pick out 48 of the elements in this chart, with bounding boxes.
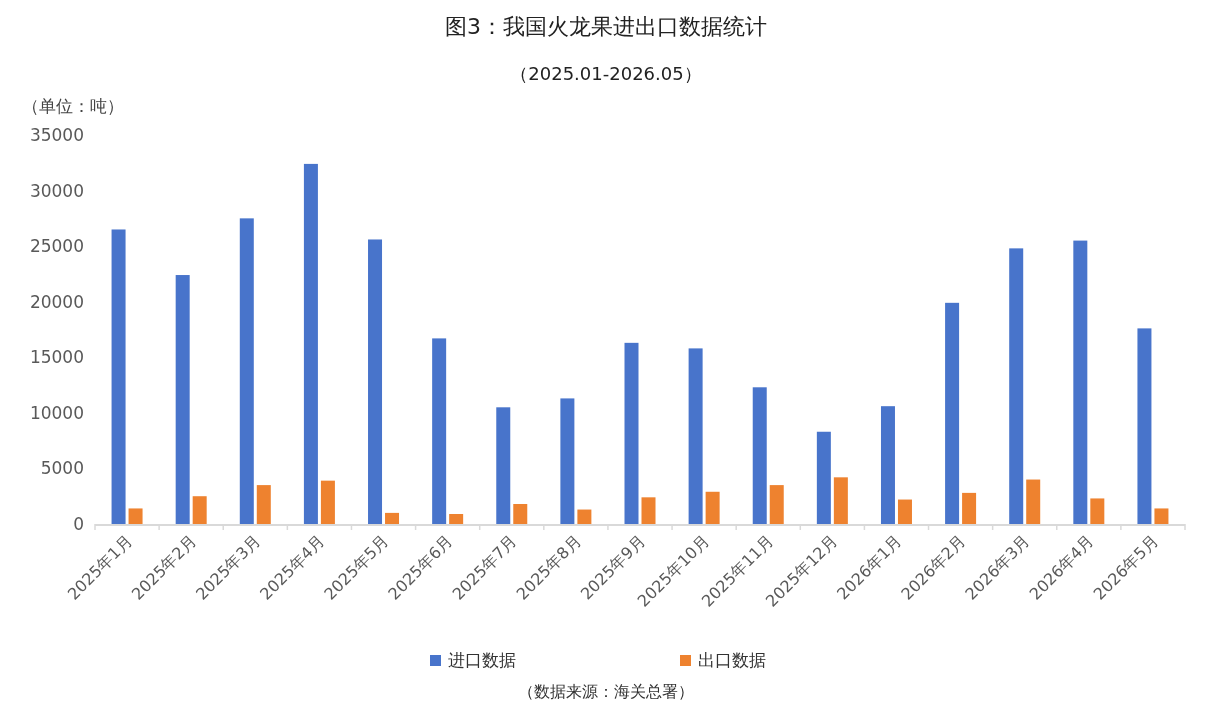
bar (449, 514, 464, 524)
bar (175, 275, 190, 524)
bar (769, 485, 784, 524)
bar (496, 407, 511, 524)
chart-subtitle: （2025.01-2026.05） (510, 63, 702, 84)
y-tick-label: 5000 (40, 458, 84, 479)
bar (1090, 498, 1105, 524)
y-tick-label: 30000 (29, 180, 84, 201)
bar (128, 508, 143, 524)
chart-title: 图3：我国火龙果进出口数据统计 (445, 14, 767, 39)
bar (1026, 479, 1041, 524)
bar (1154, 508, 1169, 524)
text: （数据来源：海关总署） (518, 682, 694, 701)
bar (513, 503, 528, 524)
bar (624, 342, 639, 524)
bar (111, 229, 126, 524)
bar (752, 387, 767, 524)
bar (641, 497, 656, 524)
bar (816, 431, 831, 524)
legend-label: 进口数据 (448, 650, 516, 670)
bar (945, 302, 960, 524)
bar (368, 239, 383, 524)
bar (880, 406, 895, 524)
bar (320, 480, 335, 524)
bar (1009, 248, 1024, 524)
bar (705, 491, 720, 524)
bar (256, 485, 271, 524)
bar (577, 509, 592, 524)
bar (303, 163, 318, 524)
bar (1073, 240, 1088, 524)
bar (962, 492, 977, 524)
y-tick-label: 35000 (29, 125, 84, 145)
bar (897, 499, 912, 524)
y-tick-label: 15000 (29, 347, 84, 368)
y-tick-label: 20000 (29, 291, 84, 312)
bar (432, 338, 447, 524)
y-tick-label: 0 (73, 514, 84, 534)
y-axis-title: （单位：吨） (22, 96, 124, 116)
bar (385, 512, 400, 524)
bar (833, 477, 848, 524)
y-tick-label: 10000 (29, 402, 84, 423)
bar (239, 218, 254, 524)
y-tick-label: 25000 (29, 236, 84, 257)
bar (688, 348, 703, 524)
legend-label: 出口数据 (698, 650, 766, 670)
bar (1137, 328, 1152, 524)
bar (560, 398, 575, 524)
bar (192, 496, 207, 524)
